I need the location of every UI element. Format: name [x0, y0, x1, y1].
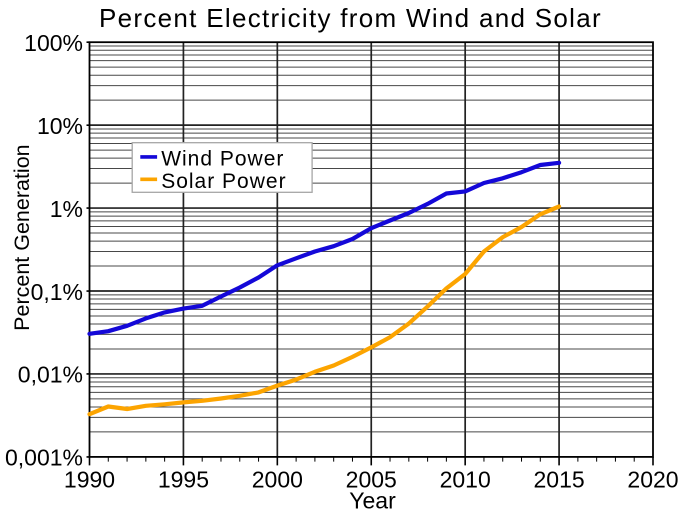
svg-text:2000: 2000 [252, 467, 303, 493]
svg-text:Wind Power: Wind Power [161, 148, 284, 171]
svg-text:0,1%: 0,1% [31, 279, 83, 305]
svg-text:1%: 1% [50, 196, 83, 222]
svg-text:100%: 100% [24, 30, 83, 56]
svg-text:0,01%: 0,01% [18, 362, 83, 388]
svg-text:2010: 2010 [440, 467, 491, 493]
svg-text:2020: 2020 [627, 467, 678, 493]
svg-text:1995: 1995 [158, 467, 209, 493]
svg-text:Year: Year [349, 487, 396, 512]
svg-text:2005: 2005 [346, 467, 397, 493]
svg-text:2015: 2015 [533, 467, 584, 493]
svg-text:10%: 10% [37, 113, 83, 139]
svg-text:Percent Generation: Percent Generation [10, 144, 34, 330]
svg-text:Solar Power: Solar Power [161, 170, 286, 193]
svg-text:Percent Electricity from Wind: Percent Electricity from Wind and Solar [99, 3, 602, 33]
svg-text:0,001%: 0,001% [5, 445, 83, 471]
svg-text:1990: 1990 [64, 467, 115, 493]
